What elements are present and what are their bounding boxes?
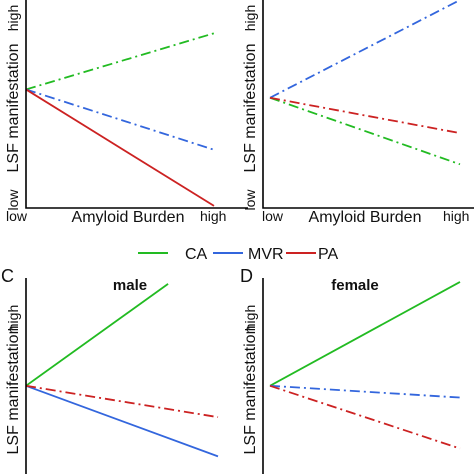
y-tick-low: low (242, 189, 258, 211)
y-axis-label: LSF manifestation (5, 44, 22, 173)
series-line-ca (25, 283, 169, 387)
panel-female-lines (269, 281, 461, 450)
legend-label-ca: CA (185, 246, 208, 263)
x-axis-label: Amyloid Burden (309, 209, 422, 226)
series-line-pa (269, 96, 461, 135)
y-tick-low: low (5, 189, 21, 211)
y-axis-label: LSF manifestation (242, 326, 259, 455)
panel-female: D female high LSF manifestation (240, 266, 461, 474)
panel-male-lines (25, 283, 219, 458)
series-line-ca (25, 32, 215, 91)
y-axis-label: LSF manifestation (242, 44, 259, 173)
x-tick-high: high (200, 208, 226, 224)
legend-label-pa: PA (318, 246, 338, 263)
series-line-mvr (25, 384, 219, 458)
x-tick-low: low (6, 208, 28, 224)
panel-top-right-lines (269, 0, 461, 166)
panel-top-left-axes (25, 0, 248, 209)
panel-title: female (331, 277, 379, 294)
y-tick-high: high (242, 5, 258, 31)
x-tick-high: high (443, 208, 469, 224)
panel-top-left-lines (25, 32, 215, 207)
legend-label-mvr: MVR (248, 246, 284, 263)
series-line-mvr (269, 0, 461, 99)
panel-title: male (113, 277, 147, 294)
series-line-pa (25, 384, 219, 419)
panel-male: C male high LSF manifestation (1, 266, 219, 474)
panel-letter: C (1, 266, 14, 286)
x-tick-low: low (262, 208, 284, 224)
panel-top-right: low high LSF manifestation low high Amyl… (242, 0, 474, 226)
legend: CA MVR PA (138, 246, 338, 263)
panel-top-right-axes (262, 0, 474, 209)
y-tick-high: high (242, 305, 258, 331)
series-line-mvr (269, 384, 461, 399)
series-line-mvr (25, 88, 215, 151)
y-axis-label: LSF manifestation (5, 326, 22, 455)
series-line-pa (269, 384, 461, 450)
panel-top-left: low high LSF manifestation low high Amyl… (5, 0, 248, 226)
series-line-ca (269, 281, 461, 387)
y-tick-high: high (5, 305, 21, 331)
panel-letter: D (240, 266, 253, 286)
series-line-ca (269, 96, 461, 166)
x-axis-label: Amyloid Burden (72, 209, 185, 226)
y-tick-high: high (5, 5, 21, 31)
series-line-pa (25, 88, 215, 207)
